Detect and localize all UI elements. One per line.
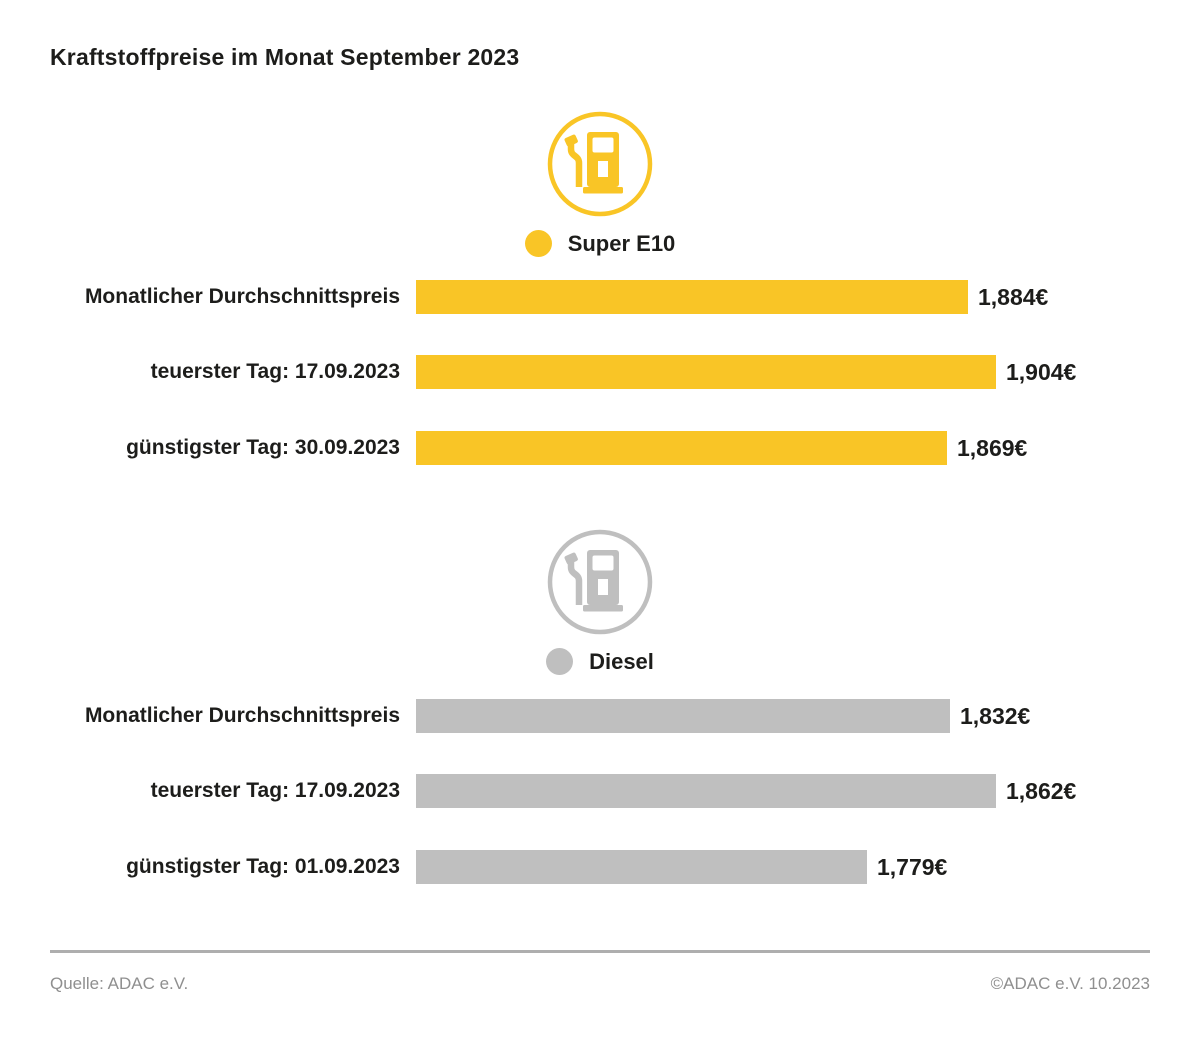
- section-header-diesel: Diesel: [0, 528, 1200, 675]
- section-header-super-e10: Super E10: [0, 110, 1200, 257]
- bar-super-min: [416, 431, 947, 465]
- legend-dot-super-e10: [524, 230, 552, 257]
- bar-label: günstigster Tag: 30.09.2023: [126, 436, 400, 459]
- bar-value: 1,779€: [877, 853, 948, 880]
- bar-super-avg: [416, 280, 968, 314]
- footer: Quelle: ADAC e.V. ©ADAC e.V. 10.2023: [50, 974, 1150, 994]
- bar-row-diesel-min: günstigster Tag: 01.09.2023 1,779€: [50, 850, 1170, 884]
- legend-diesel: Diesel: [546, 648, 654, 675]
- bar-label: teuerster Tag: 17.09.2023: [150, 360, 400, 383]
- bar-row-diesel-avg: Monatlicher Durchschnittspreis 1,832€: [50, 699, 1170, 733]
- bar-diesel-min: [416, 850, 867, 884]
- bar-label: günstigster Tag: 01.09.2023: [126, 855, 400, 878]
- bar-diesel-avg: [416, 699, 950, 733]
- footer-divider: [50, 950, 1150, 953]
- bar-value: 1,832€: [960, 702, 1031, 729]
- legend-label-diesel: Diesel: [589, 648, 654, 674]
- legend-dot-diesel: [546, 648, 574, 675]
- bar-row-super-max: teuerster Tag: 17.09.2023 1,904€: [50, 355, 1170, 389]
- bar-row-diesel-max: teuerster Tag: 17.09.2023 1,862€: [50, 774, 1170, 808]
- bar-value: 1,884€: [978, 283, 1049, 310]
- fuel-pump-icon: [546, 110, 654, 218]
- bar-diesel-max: [416, 774, 996, 808]
- bar-row-super-avg: Monatlicher Durchschnittspreis 1,884€: [50, 280, 1170, 314]
- bar-label: Monatlicher Durchschnittspreis: [84, 285, 400, 308]
- legend-super-e10: Super E10: [524, 230, 676, 257]
- bar-value: 1,869€: [957, 434, 1028, 461]
- fuel-pump-icon: [546, 528, 654, 636]
- bar-value: 1,904€: [1006, 358, 1077, 385]
- legend-label-super-e10: Super E10: [567, 230, 676, 256]
- bar-label: teuerster Tag: 17.09.2023: [150, 779, 400, 802]
- page-title: Kraftstoffpreise im Monat September 2023: [50, 44, 520, 70]
- source-credit: Quelle: ADAC e.V.: [50, 974, 189, 993]
- bar-row-super-min: günstigster Tag: 30.09.2023 1,869€: [50, 431, 1170, 465]
- bar-label: Monatlicher Durchschnittspreis: [84, 704, 400, 727]
- bar-value: 1,862€: [1006, 777, 1077, 804]
- bar-super-max: [416, 355, 996, 389]
- copyright-notice: ©ADAC e.V. 10.2023: [990, 974, 1150, 993]
